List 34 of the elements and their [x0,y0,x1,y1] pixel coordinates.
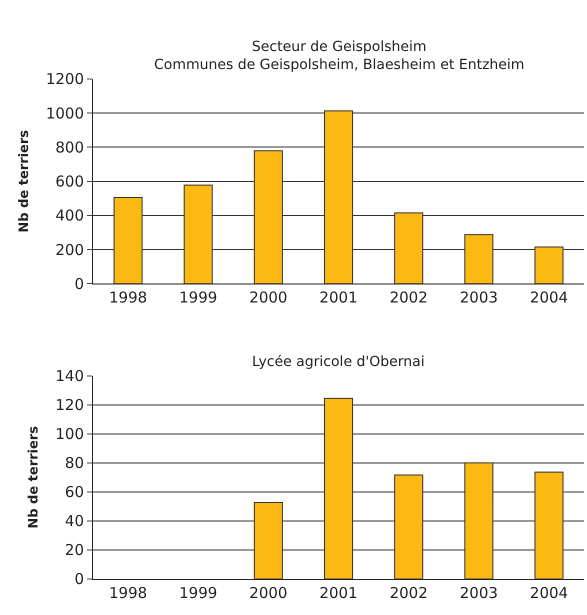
y-axis-title: Nb de terriers [26,426,42,529]
chart-subtitle: Communes de Geispolsheim, Blaesheim et Entzheim [154,57,524,74]
y-tick-label: 40 [64,512,84,530]
y-tick-label: 1000 [46,104,84,122]
x-tick-label: 1998 [108,288,148,307]
y-tick-label: 600 [55,172,84,191]
x-tick-label: 2004 [530,288,568,307]
x-tick-label: 2001 [319,288,358,307]
y-tick-label: 20 [64,541,84,560]
y-tick-label: 80 [64,454,84,472]
y-tick-label: 0 [74,274,84,293]
x-tick-label: 2000 [249,584,288,602]
y-tick-label: 400 [55,206,84,225]
y-tick-label: 0 [74,570,84,588]
chart-title: Secteur de Geispolsheim [252,39,427,55]
x-tick-label: 2002 [390,584,428,602]
x-tick-label: 1999 [179,584,218,602]
x-tick-label: 2000 [249,288,288,307]
x-tick-label: 2002 [390,288,428,307]
x-tick-label: 2001 [319,584,358,602]
x-tick-label: 2003 [460,584,498,602]
y-tick-label: 1200 [46,70,84,88]
y-tick-label: 60 [64,483,84,502]
chart-title: Lycée agricole d'Obernai [252,354,425,370]
y-tick-label: 100 [55,425,84,444]
y-tick-label: 800 [55,138,84,156]
y-tick-label: 120 [55,396,84,414]
y-tick-label: 140 [55,367,84,386]
x-tick-label: 1998 [108,584,148,602]
y-axis-title: Nb de terriers [16,130,32,233]
x-tick-label: 1999 [179,288,218,307]
x-tick-label: 2004 [530,584,568,602]
x-tick-label: 2003 [460,288,498,307]
y-tick-label: 200 [55,240,84,259]
